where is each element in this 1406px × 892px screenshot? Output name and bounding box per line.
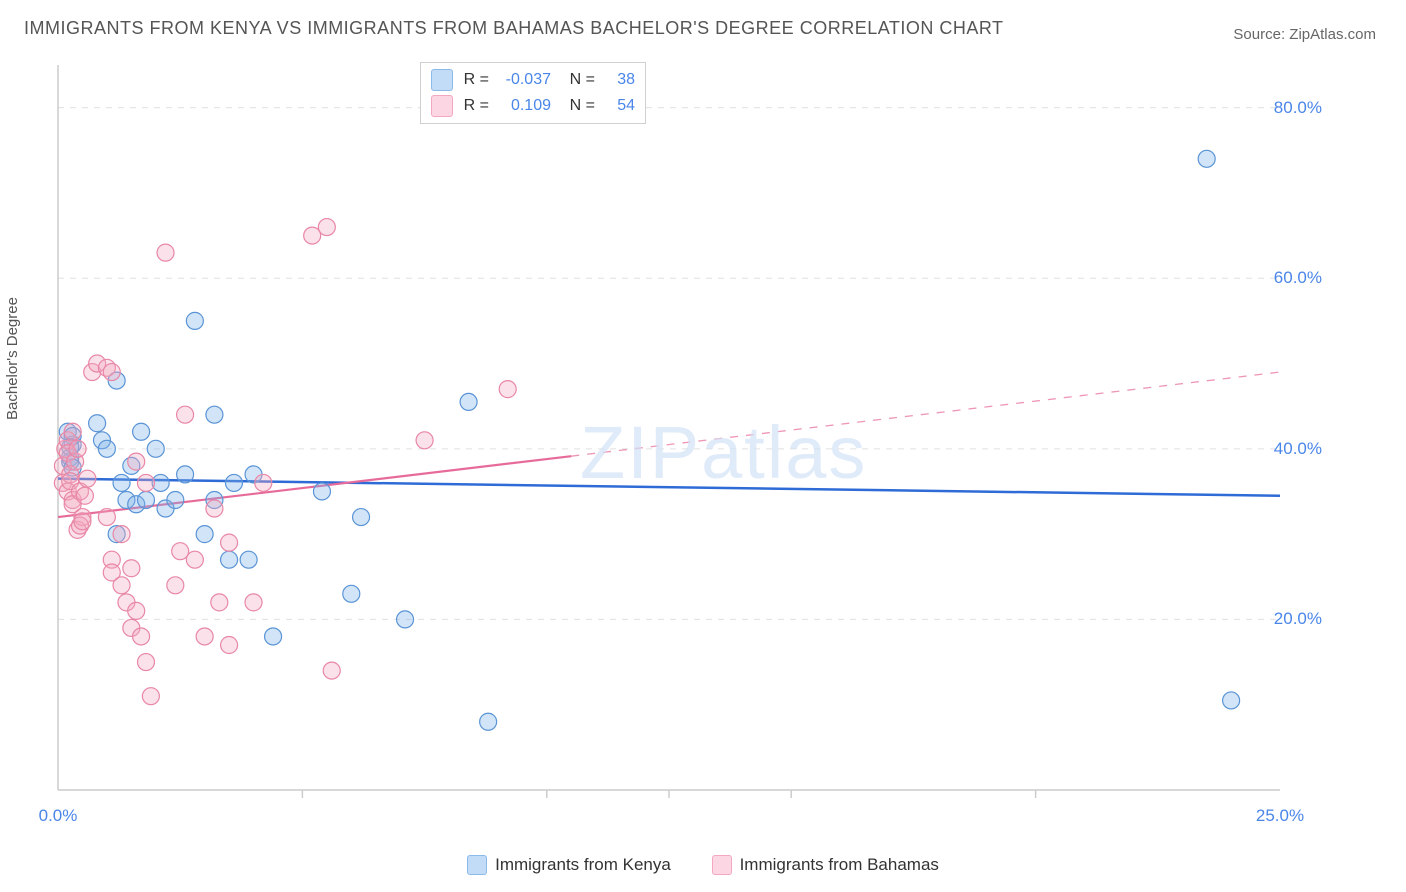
legend-swatch-kenya [431, 69, 453, 91]
r-label: R = [463, 97, 489, 115]
correlation-legend: R = -0.037 N = 38 R = 0.109 N = 54 [420, 62, 646, 124]
y-tick-label: 20.0% [1274, 609, 1322, 629]
legend-row-bahamas: R = 0.109 N = 54 [431, 93, 635, 119]
scatter-chart-svg [50, 60, 1340, 820]
source-link[interactable]: ZipAtlas.com [1289, 26, 1376, 43]
x-tick-label: 25.0% [1256, 806, 1304, 826]
legend-swatch-bahamas [431, 95, 453, 117]
legend-label-kenya: Immigrants from Kenya [495, 855, 671, 875]
y-tick-label: 80.0% [1274, 98, 1322, 118]
legend-swatch-bahamas [712, 855, 732, 875]
legend-label-bahamas: Immigrants from Bahamas [740, 855, 939, 875]
r-value-bahamas: 0.109 [499, 97, 559, 115]
legend-swatch-kenya [467, 855, 487, 875]
n-label: N = [569, 97, 595, 115]
n-value-kenya: 38 [605, 71, 635, 89]
r-label: R = [463, 71, 489, 89]
source-prefix: Source: [1233, 26, 1289, 43]
chart-title: IMMIGRANTS FROM KENYA VS IMMIGRANTS FROM… [24, 18, 1004, 39]
r-value-kenya: -0.037 [499, 71, 559, 89]
legend-item-bahamas: Immigrants from Bahamas [712, 855, 939, 875]
legend-row-kenya: R = -0.037 N = 38 [431, 67, 635, 93]
y-tick-label: 40.0% [1274, 439, 1322, 459]
y-tick-label: 60.0% [1274, 268, 1322, 288]
chart-area: 20.0%40.0%60.0%80.0% 0.0%25.0% [50, 60, 1340, 820]
source-attribution: Source: ZipAtlas.com [1233, 26, 1376, 43]
n-value-bahamas: 54 [605, 97, 635, 115]
y-axis-label: Bachelor's Degree [4, 297, 21, 420]
n-label: N = [569, 71, 595, 89]
x-tick-label: 0.0% [39, 806, 78, 826]
legend-item-kenya: Immigrants from Kenya [467, 855, 671, 875]
bottom-legend: Immigrants from Kenya Immigrants from Ba… [0, 855, 1406, 880]
